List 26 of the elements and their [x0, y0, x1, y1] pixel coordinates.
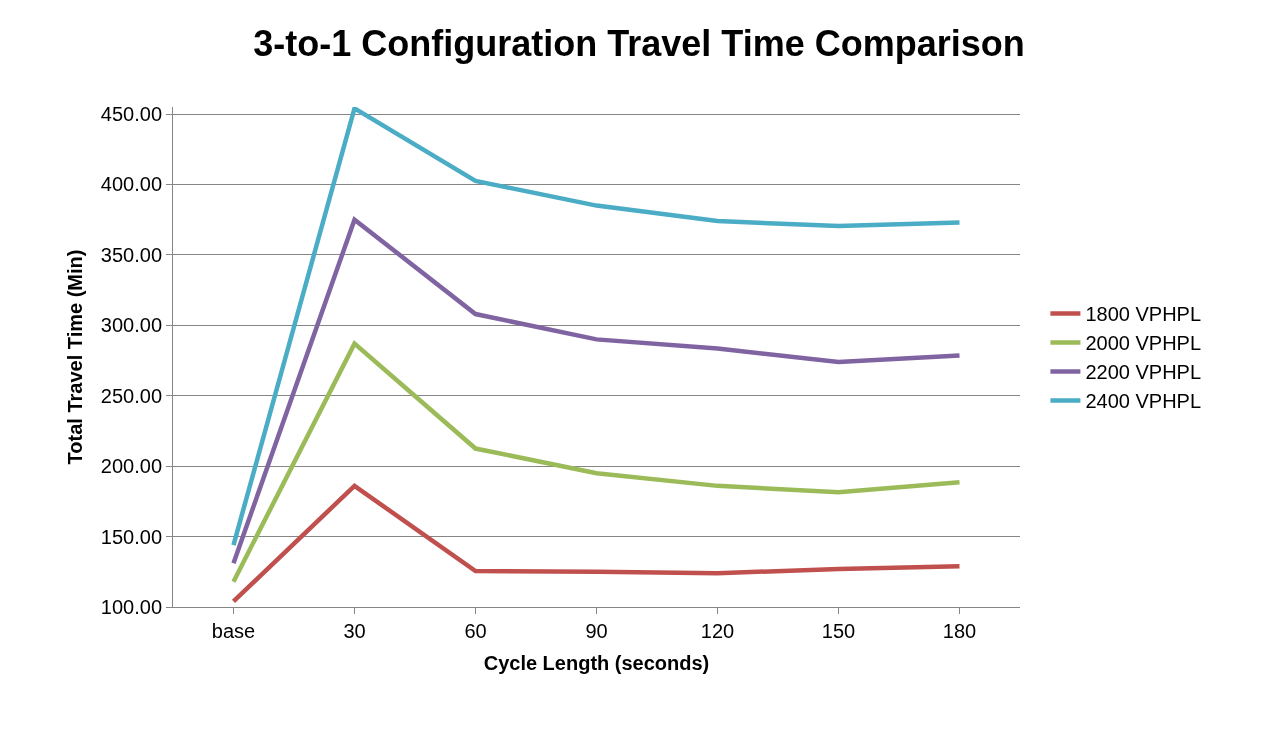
x-tick-label: 60	[464, 620, 487, 642]
legend-label: 1800 VPHPL	[1085, 303, 1202, 326]
y-tick-label: 400.00	[100, 173, 162, 196]
y-tick-label: 450.00	[100, 103, 162, 126]
x-tick-label: 30	[343, 620, 366, 642]
x-tick-label: base	[211, 620, 256, 642]
x-tick-label: 120	[700, 620, 735, 642]
line-series	[231, 341, 962, 584]
x-tick-label: 150	[821, 620, 856, 642]
chart-title: 3-to-1 Configuration Travel Time Comparison	[253, 23, 1025, 65]
y-tick-label: 350.00	[100, 243, 162, 266]
legend-label: 2000 VPHPL	[1085, 332, 1202, 355]
y-tick-label: 200.00	[100, 455, 162, 478]
y-axis-title: Total Travel Time (Min)	[64, 249, 87, 465]
line-series	[231, 217, 962, 566]
y-tick-label: 100.00	[100, 596, 162, 618]
x-tick-label: 90	[585, 620, 608, 642]
y-tick-label: 150.00	[100, 525, 162, 548]
line-series	[231, 107, 962, 548]
y-tick-label: 300.00	[100, 314, 162, 337]
y-tick-label: 250.00	[100, 384, 162, 407]
legend-label: 2400 VPHPL	[1085, 390, 1202, 413]
x-tick-label: 180	[942, 620, 977, 642]
x-axis-title: Cycle Length (seconds)	[483, 651, 710, 674]
line-series	[231, 483, 962, 604]
legend-label: 2200 VPHPL	[1085, 361, 1202, 384]
